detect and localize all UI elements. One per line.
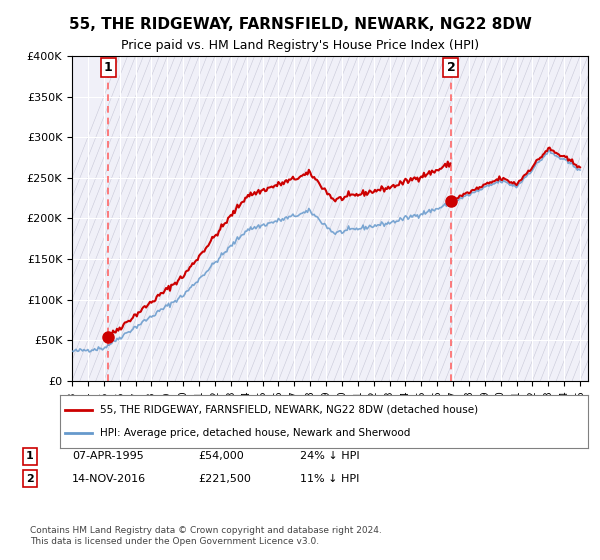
Text: Price paid vs. HM Land Registry's House Price Index (HPI): Price paid vs. HM Land Registry's House …: [121, 39, 479, 52]
Text: 1: 1: [26, 451, 34, 461]
Text: 1: 1: [104, 61, 112, 74]
Text: 55, THE RIDGEWAY, FARNSFIELD, NEWARK, NG22 8DW (detached house): 55, THE RIDGEWAY, FARNSFIELD, NEWARK, NG…: [100, 405, 478, 415]
Text: 07-APR-1995: 07-APR-1995: [72, 451, 144, 461]
Text: 2: 2: [446, 61, 455, 74]
Text: 11% ↓ HPI: 11% ↓ HPI: [300, 474, 359, 484]
Text: Contains HM Land Registry data © Crown copyright and database right 2024.
This d: Contains HM Land Registry data © Crown c…: [30, 526, 382, 546]
Text: 24% ↓ HPI: 24% ↓ HPI: [300, 451, 359, 461]
Text: HPI: Average price, detached house, Newark and Sherwood: HPI: Average price, detached house, Newa…: [100, 428, 410, 438]
Text: 55, THE RIDGEWAY, FARNSFIELD, NEWARK, NG22 8DW: 55, THE RIDGEWAY, FARNSFIELD, NEWARK, NG…: [68, 17, 532, 32]
Text: £221,500: £221,500: [198, 474, 251, 484]
Text: £54,000: £54,000: [198, 451, 244, 461]
Text: 2: 2: [26, 474, 34, 484]
Text: 14-NOV-2016: 14-NOV-2016: [72, 474, 146, 484]
